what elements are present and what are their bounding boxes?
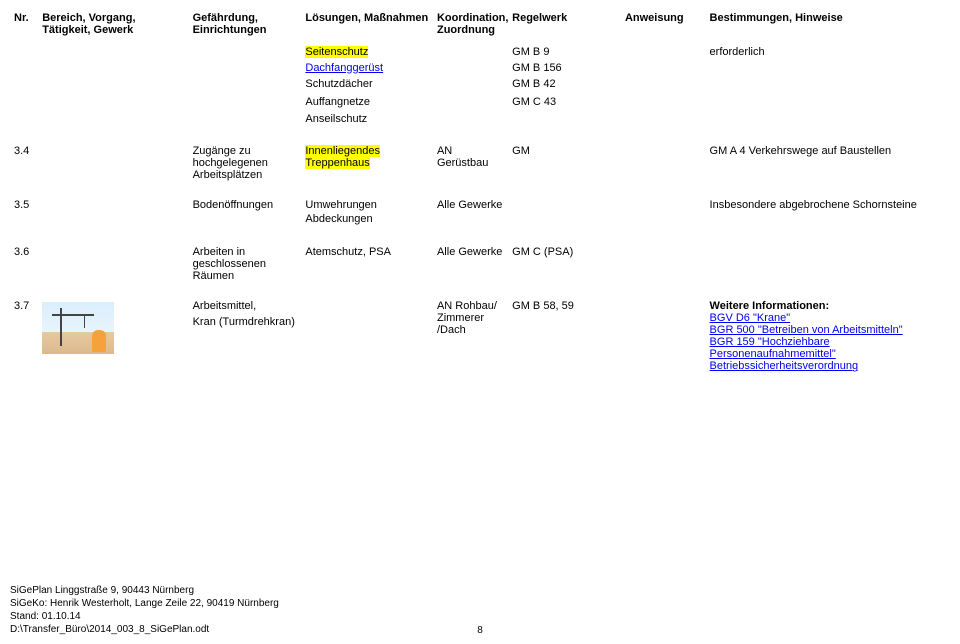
footer-line: SiGeKo: Henrik Westerholt, Lange Zeile 2… bbox=[10, 597, 279, 610]
footer-line: D:\Transfer_Büro\2014_003_8_SiGePlan.odt bbox=[10, 623, 279, 636]
row-nr: 3.7 bbox=[10, 298, 38, 374]
header-row: Nr. Bereich, Vorgang, Tätigkeit, Gewerk … bbox=[10, 10, 950, 44]
note-label: Weitere Informationen: bbox=[710, 300, 830, 312]
row-nr: 3.5 bbox=[10, 197, 38, 231]
footer-line: SiGePlan Linggstraße 9, 90443 Nürnberg bbox=[10, 584, 279, 597]
col-anweis: Anweisung bbox=[621, 10, 706, 44]
measure-text: Schutzdächer bbox=[301, 76, 433, 94]
col-loes: Lösungen, Maßnahmen bbox=[301, 10, 433, 44]
table-row: 3.7 Arbeitsmittel, Kran (Turmdrehkran) A… bbox=[10, 298, 950, 374]
intro-row: Schutzdächer GM B 42 bbox=[10, 76, 950, 94]
measure-text: Umwehrungen bbox=[305, 199, 429, 211]
hazard-text: Bodenöffnungen bbox=[189, 197, 302, 231]
rule-text: GM B 42 bbox=[508, 76, 621, 94]
note-text: Insbesondere abgebrochene Schornsteine bbox=[706, 197, 950, 231]
coord-text: AN Gerüstbau bbox=[433, 143, 508, 183]
rule-text: GM C 43 bbox=[508, 94, 621, 112]
rule-text: GM B 156 bbox=[508, 60, 621, 76]
rule-text: GM B 9 bbox=[508, 44, 621, 60]
footer-line: Stand: 01.10.14 bbox=[10, 610, 279, 623]
col-bereich: Bereich, Vorgang, Tätigkeit, Gewerk bbox=[38, 10, 188, 44]
intro-row: Auffangnetze GM C 43 bbox=[10, 94, 950, 112]
note-text: erforderlich bbox=[706, 44, 950, 60]
measure-text: Atemschutz, PSA bbox=[301, 244, 433, 284]
crane-image bbox=[42, 302, 114, 354]
col-gefaehr: Gefährdung, Einrichtungen bbox=[189, 10, 302, 44]
intro-row: Anseilschutz bbox=[10, 111, 950, 129]
row-nr: 3.4 bbox=[10, 143, 38, 183]
rule-text: GM C (PSA) bbox=[508, 244, 621, 284]
note-link[interactable]: BGV D6 "Krane" bbox=[710, 312, 791, 324]
measure-link[interactable]: Dachfanggerüst bbox=[305, 62, 383, 74]
rule-text: GM bbox=[508, 143, 621, 183]
table-row: 3.6 Arbeiten in geschlossenen Räumen Ate… bbox=[10, 244, 950, 284]
hazard-text: Arbeiten in geschlossenen Räumen bbox=[189, 244, 302, 284]
col-regel: Regelwerk bbox=[508, 10, 621, 44]
row-nr: 3.6 bbox=[10, 244, 38, 284]
note-link[interactable]: Betriebssicherheitsverordnung bbox=[710, 360, 859, 372]
coord-text: Alle Gewerke bbox=[433, 197, 508, 231]
table-row: 3.5 Bodenöffnungen Umwehrungen Abdeckung… bbox=[10, 197, 950, 231]
coord-text: AN Rohbau/ Zimmerer /Dach bbox=[433, 298, 508, 374]
col-koord: Koordination, Zuordnung bbox=[433, 10, 508, 44]
hazard-text: Kran (Turmdrehkran) bbox=[193, 316, 298, 328]
rule-text: GM B 58, 59 bbox=[508, 298, 621, 374]
footer: SiGePlan Linggstraße 9, 90443 Nürnberg S… bbox=[10, 584, 279, 636]
measure-text: Abdeckungen bbox=[305, 211, 429, 229]
table-row: 3.4 Zugänge zu hochgelegenen Arbeitsplät… bbox=[10, 143, 950, 183]
sigeplan-table: Nr. Bereich, Vorgang, Tätigkeit, Gewerk … bbox=[10, 10, 950, 374]
col-nr: Nr. bbox=[10, 10, 38, 44]
measure-text: Anseilschutz bbox=[301, 111, 433, 129]
hazard-text: Arbeitsmittel, bbox=[193, 300, 298, 312]
note-link[interactable]: BGR 500 "Betreiben von Arbeitsmitteln" bbox=[710, 324, 903, 336]
intro-row: Seitenschutz GM B 9 erforderlich bbox=[10, 44, 950, 60]
measure-text: Auffangnetze bbox=[301, 94, 433, 112]
measure-text: Seitenschutz bbox=[305, 46, 368, 58]
coord-text: Alle Gewerke bbox=[433, 244, 508, 284]
intro-row: Dachfanggerüst GM B 156 bbox=[10, 60, 950, 76]
col-best: Bestimmungen, Hinweise bbox=[706, 10, 950, 44]
hazard-text: Zugänge zu hochgelegenen Arbeitsplätzen bbox=[189, 143, 302, 183]
note-text: GM A 4 Verkehrswege auf Baustellen bbox=[706, 143, 950, 183]
page-number: 8 bbox=[477, 625, 483, 636]
measure-text: Innenliegendes Treppenhaus bbox=[305, 145, 380, 169]
note-link[interactable]: BGR 159 "Hochziehbare Personenaufnahmemi… bbox=[710, 336, 836, 360]
